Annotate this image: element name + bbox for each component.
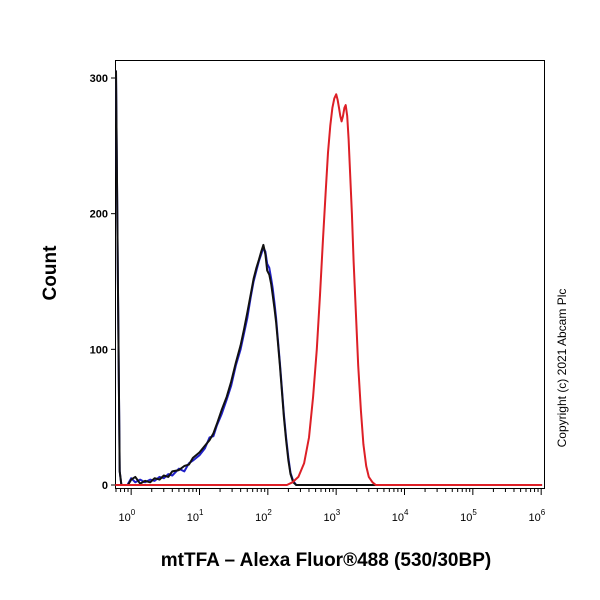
x-tick-exponent-2: 2: [267, 508, 272, 517]
histogram-series-3: [115, 93, 543, 486]
x-tick-exponent-1: 1: [199, 508, 204, 517]
x-tick-label-6: 106: [528, 508, 545, 524]
y-axis-title: Count: [40, 245, 61, 301]
x-tick-exponent-0: 0: [131, 508, 136, 517]
y-tick-label-100: 100: [90, 344, 108, 356]
x-tick-label-4: 104: [392, 508, 409, 524]
y-axis: 0 100 200 300: [90, 73, 116, 492]
series-layer: [115, 70, 543, 486]
x-tick-exponent-5: 5: [472, 508, 477, 517]
y-tick-label-0: 0: [102, 480, 108, 492]
x-axis-title: mtTFA – Alexa Fluor®488 (530/30BP): [161, 550, 491, 571]
x-axis: 100 101 102 103 104 105 106: [115, 488, 546, 524]
x-tick-exponent-4: 4: [404, 508, 409, 517]
copyright-annotation: Copyright (c) 2021 Abcam Plc: [555, 289, 569, 448]
x-tick-exponent-3: 3: [336, 508, 341, 517]
histogram-series-1: [115, 70, 543, 486]
x-tick-label-5: 105: [460, 508, 477, 524]
x-tick-label-0: 100: [118, 508, 135, 524]
x-tick-label-2: 102: [255, 508, 272, 524]
histogram-series-2: [115, 70, 543, 486]
y-tick-label-200: 200: [90, 209, 108, 221]
y-tick-label-300: 300: [90, 73, 108, 85]
x-tick-label-1: 101: [187, 508, 204, 524]
x-tick-exponent-6: 6: [541, 508, 546, 517]
x-tick-label-3: 103: [323, 508, 340, 524]
